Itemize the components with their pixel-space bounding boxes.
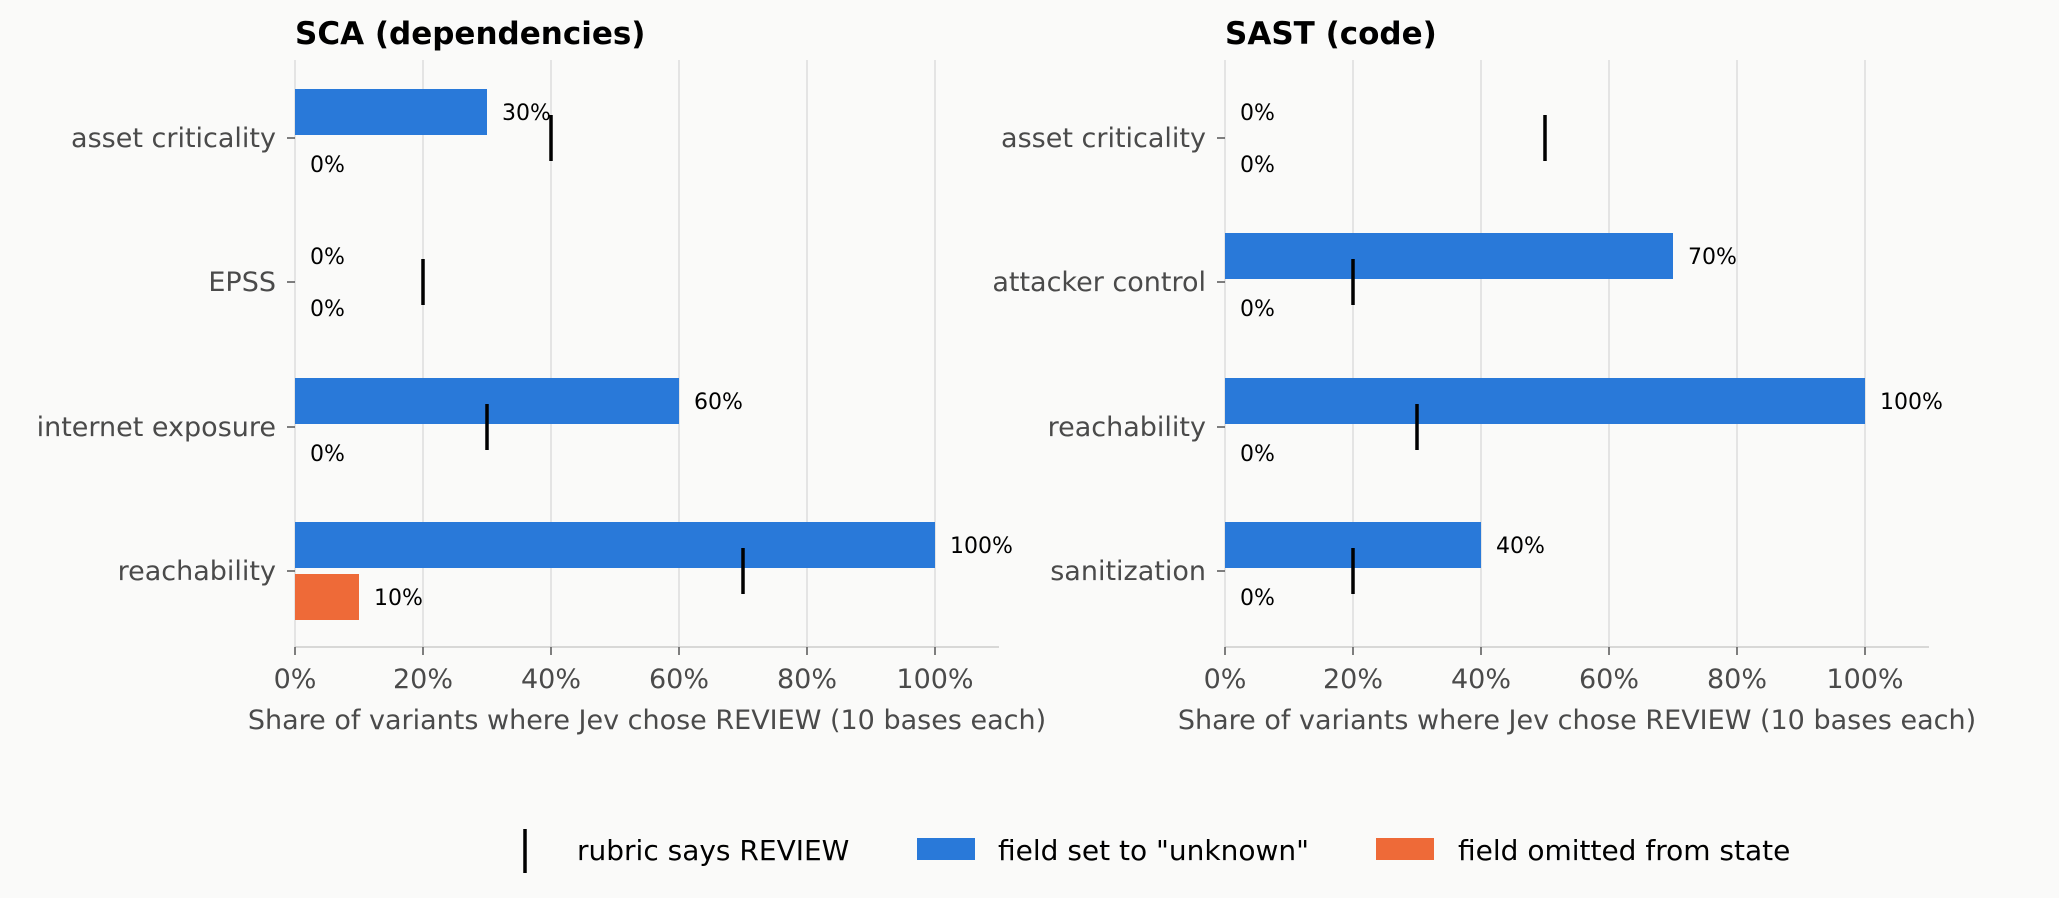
data-label: 100% <box>950 534 1013 559</box>
category-label: internet exposure <box>37 412 276 443</box>
data-label: 0% <box>310 442 345 467</box>
x-tick-label: 60% <box>649 664 709 695</box>
data-label: 30% <box>502 101 551 126</box>
legend-label: field set to "unknown" <box>998 834 1309 867</box>
category-label: sanitization <box>1050 556 1206 587</box>
bar-unknown <box>295 89 487 135</box>
x-tick-label: 20% <box>393 664 453 695</box>
data-label: 0% <box>310 297 345 322</box>
chart-panel-sast: SAST (code) 0% 20% 40% 60% 80% 100% Share of va… <box>992 16 1976 736</box>
panel-title: SAST (code) <box>1225 16 1437 52</box>
legend-omitted-swatch <box>1376 838 1434 860</box>
x-axis-title: Share of variants where Jev chose REVIEW… <box>1178 705 1976 736</box>
category-label: asset criticality <box>71 123 276 154</box>
x-tick-label: 40% <box>1451 664 1511 695</box>
x-tick-label: 80% <box>777 664 837 695</box>
category-label: attacker control <box>992 267 1206 298</box>
x-tick-label: 0% <box>274 664 317 695</box>
x-tick-label: 0% <box>1204 664 1247 695</box>
chart-panel-sca: SCA (dependencies) 0% 20% 40% 60% 80% 100% Shar… <box>37 16 1047 736</box>
bar-unknown <box>1225 233 1673 279</box>
x-tick-label: 100% <box>896 664 973 695</box>
bar-unknown <box>1225 378 1865 424</box>
data-label: 10% <box>374 586 423 611</box>
legend-label: field omitted from state <box>1458 834 1790 867</box>
data-label: 0% <box>1240 153 1275 178</box>
data-label: 0% <box>1240 101 1275 126</box>
bar-unknown <box>295 522 935 568</box>
data-label: 0% <box>1240 297 1275 322</box>
x-tick-label: 40% <box>521 664 581 695</box>
data-label: 40% <box>1496 534 1545 559</box>
legend-label: rubric says REVIEW <box>577 834 849 867</box>
legend-unknown-swatch <box>917 838 975 860</box>
category-label: EPSS <box>208 267 276 298</box>
data-label: 0% <box>1240 586 1275 611</box>
x-axis-title: Share of variants where Jev chose REVIEW… <box>248 705 1046 736</box>
x-tick-label: 100% <box>1826 664 1903 695</box>
legend: rubric says REVIEW field set to "unknown"… <box>523 829 1790 873</box>
x-tick-label: 60% <box>1579 664 1639 695</box>
data-label: 0% <box>1240 442 1275 467</box>
data-label: 60% <box>694 390 743 415</box>
x-tick-label: 20% <box>1323 664 1383 695</box>
data-label: 0% <box>310 245 345 270</box>
data-label: 0% <box>310 153 345 178</box>
data-label: 100% <box>1880 390 1943 415</box>
bar-omitted <box>295 574 359 620</box>
category-label: reachability <box>1048 412 1206 443</box>
category-label: reachability <box>118 556 276 587</box>
data-label: 70% <box>1688 245 1737 270</box>
category-label: asset criticality <box>1001 123 1206 154</box>
x-tick-label: 80% <box>1707 664 1767 695</box>
panel-title: SCA (dependencies) <box>295 16 645 52</box>
